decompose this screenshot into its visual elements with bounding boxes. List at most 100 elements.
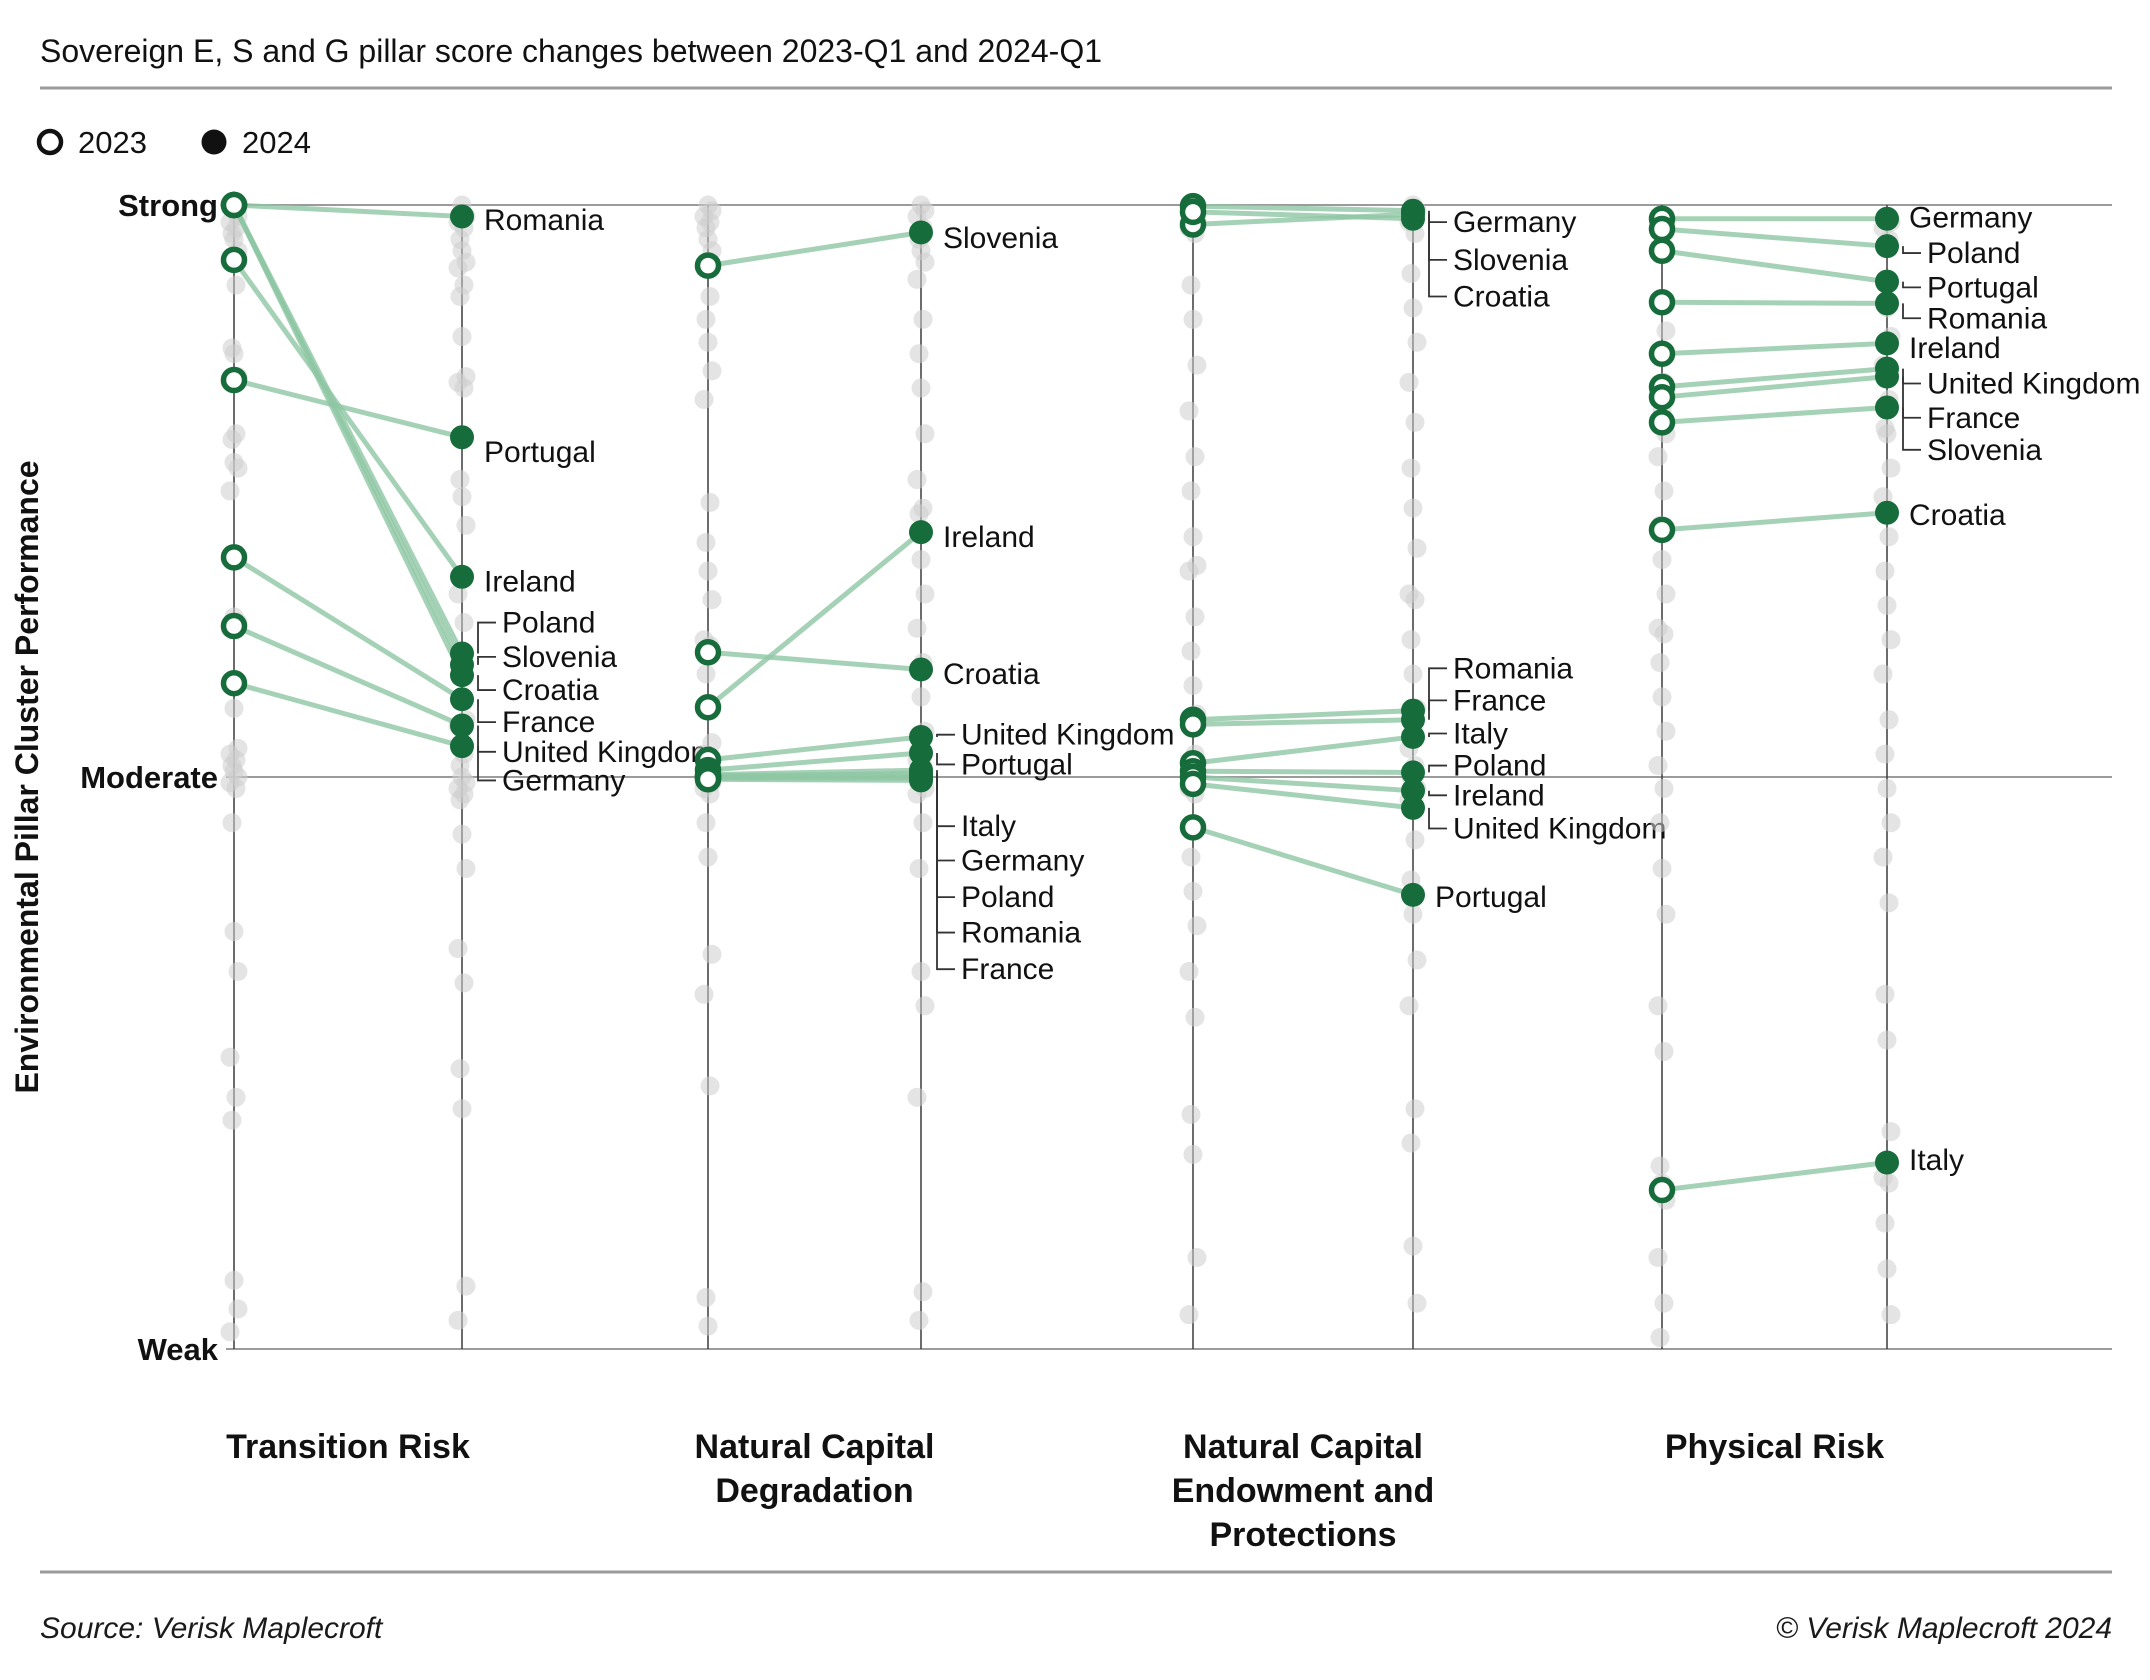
data-point-2023-poland	[1648, 215, 1676, 243]
data-point-2023-france	[1179, 711, 1207, 738]
background-dot	[1181, 847, 1201, 867]
data-point-2023-portugal	[1648, 237, 1676, 265]
data-point-2024-portugal	[1875, 269, 1899, 294]
background-dot	[1881, 1122, 1901, 1142]
connector-line-italy	[1661, 1160, 1888, 1193]
background-dot	[1650, 653, 1670, 673]
background-dot	[1652, 687, 1672, 707]
background-dot	[911, 378, 931, 398]
country-label-croatia: Croatia	[943, 658, 1040, 691]
leader-line-croatia	[1428, 218, 1447, 298]
data-point-2023-france	[220, 544, 248, 571]
data-point-2024-slovenia	[909, 220, 933, 245]
background-dot	[1877, 1259, 1897, 1279]
background-dot	[1650, 1328, 1670, 1348]
background-dot	[224, 698, 244, 718]
leader-line-croatia	[477, 675, 496, 691]
background-dot	[694, 984, 714, 1004]
legend-filled-circle-icon	[201, 129, 227, 155]
data-point-2023-ireland	[1648, 340, 1676, 367]
background-dot	[222, 1110, 242, 1130]
data-point-2024-italy	[1875, 1150, 1899, 1175]
panel-title-1: Transition Risk	[226, 1428, 470, 1466]
background-dot	[1401, 1133, 1421, 1153]
data-point-2024-ireland	[450, 564, 474, 589]
background-dot	[698, 561, 718, 581]
panel-title-4: Physical Risk	[1665, 1428, 1884, 1466]
background-dot	[1648, 756, 1668, 776]
panel-title-3: Endowment and	[1172, 1472, 1435, 1510]
background-dot	[1881, 813, 1901, 833]
data-point-2024-italy	[1401, 724, 1425, 749]
background-dot	[700, 492, 720, 512]
connector-line-italy	[1192, 734, 1414, 766]
data-point-2023-ireland	[694, 693, 722, 721]
connector-line-portugal	[233, 377, 463, 440]
background-dot	[220, 1322, 240, 1342]
background-dot	[1652, 859, 1672, 879]
ytick-weak: Weak	[138, 1332, 219, 1367]
connector-line-romania	[1661, 299, 1888, 306]
background-dot	[1654, 624, 1674, 644]
data-point-2024-france	[909, 768, 933, 793]
background-dot	[1879, 893, 1899, 913]
background-dot	[454, 613, 474, 633]
background-dot	[448, 584, 468, 604]
background-dot	[1881, 630, 1901, 650]
country-label-united-kingdom: United Kingdom	[961, 719, 1174, 752]
data-point-2024-romania	[1875, 291, 1899, 316]
background-dot	[913, 813, 933, 833]
data-point-2024-united-kingdom	[450, 713, 474, 738]
background-dot	[696, 532, 716, 552]
country-label-germany: Germany	[961, 845, 1084, 878]
leader-line-germany	[1428, 210, 1447, 224]
panel-title-3: Protections	[1209, 1516, 1396, 1554]
background-dot	[1181, 641, 1201, 661]
data-point-2023-italy	[1648, 1176, 1676, 1204]
background-dot	[1650, 1156, 1670, 1176]
background-dot	[1656, 584, 1676, 604]
background-dot	[698, 332, 718, 352]
background-dot	[448, 939, 468, 959]
background-dot	[450, 287, 470, 307]
background-dot	[228, 1299, 248, 1319]
leader-line-romania	[936, 778, 955, 934]
country-label-ireland: Ireland	[943, 521, 1035, 554]
data-point-2023-slovenia	[694, 252, 722, 279]
chart-legend: 2023 2024	[36, 125, 311, 160]
background-dot	[1179, 561, 1199, 581]
leader-line-slovenia	[477, 655, 496, 665]
connector-line-slovenia	[1661, 374, 1888, 400]
background-dot	[1185, 447, 1205, 467]
background-dot	[696, 664, 716, 684]
ytick-moderate: Moderate	[80, 760, 218, 795]
connector-line-ireland	[1661, 340, 1888, 357]
background-dot	[1879, 710, 1899, 730]
background-dot	[1656, 904, 1676, 924]
data-point-2023-united-kingdom	[220, 612, 248, 640]
background-dot	[1407, 1293, 1427, 1313]
background-dot	[1403, 1236, 1423, 1256]
background-dot	[909, 1310, 929, 1330]
background-dot	[911, 687, 931, 707]
background-dot	[702, 361, 722, 381]
leader-line-portugal	[936, 752, 955, 766]
background-dot	[1401, 630, 1421, 650]
data-point-2024-ireland	[909, 520, 933, 545]
background-dot	[226, 778, 246, 798]
data-point-2024-france	[450, 687, 474, 712]
background-dot	[224, 344, 244, 364]
connector-line-germany	[1192, 203, 1414, 214]
country-label-croatia: Croatia	[1909, 499, 2006, 532]
background-dot	[224, 921, 244, 941]
background-dot	[1654, 1042, 1674, 1062]
leader-line-germany	[477, 746, 496, 782]
leader-line-romania	[1902, 303, 1921, 320]
background-dot	[448, 1310, 468, 1330]
background-dot	[1654, 778, 1674, 798]
country-label-italy: Italy	[1909, 1144, 1964, 1177]
leader-line-poland	[477, 621, 496, 654]
background-dot	[1405, 830, 1425, 850]
background-dot	[915, 252, 935, 272]
